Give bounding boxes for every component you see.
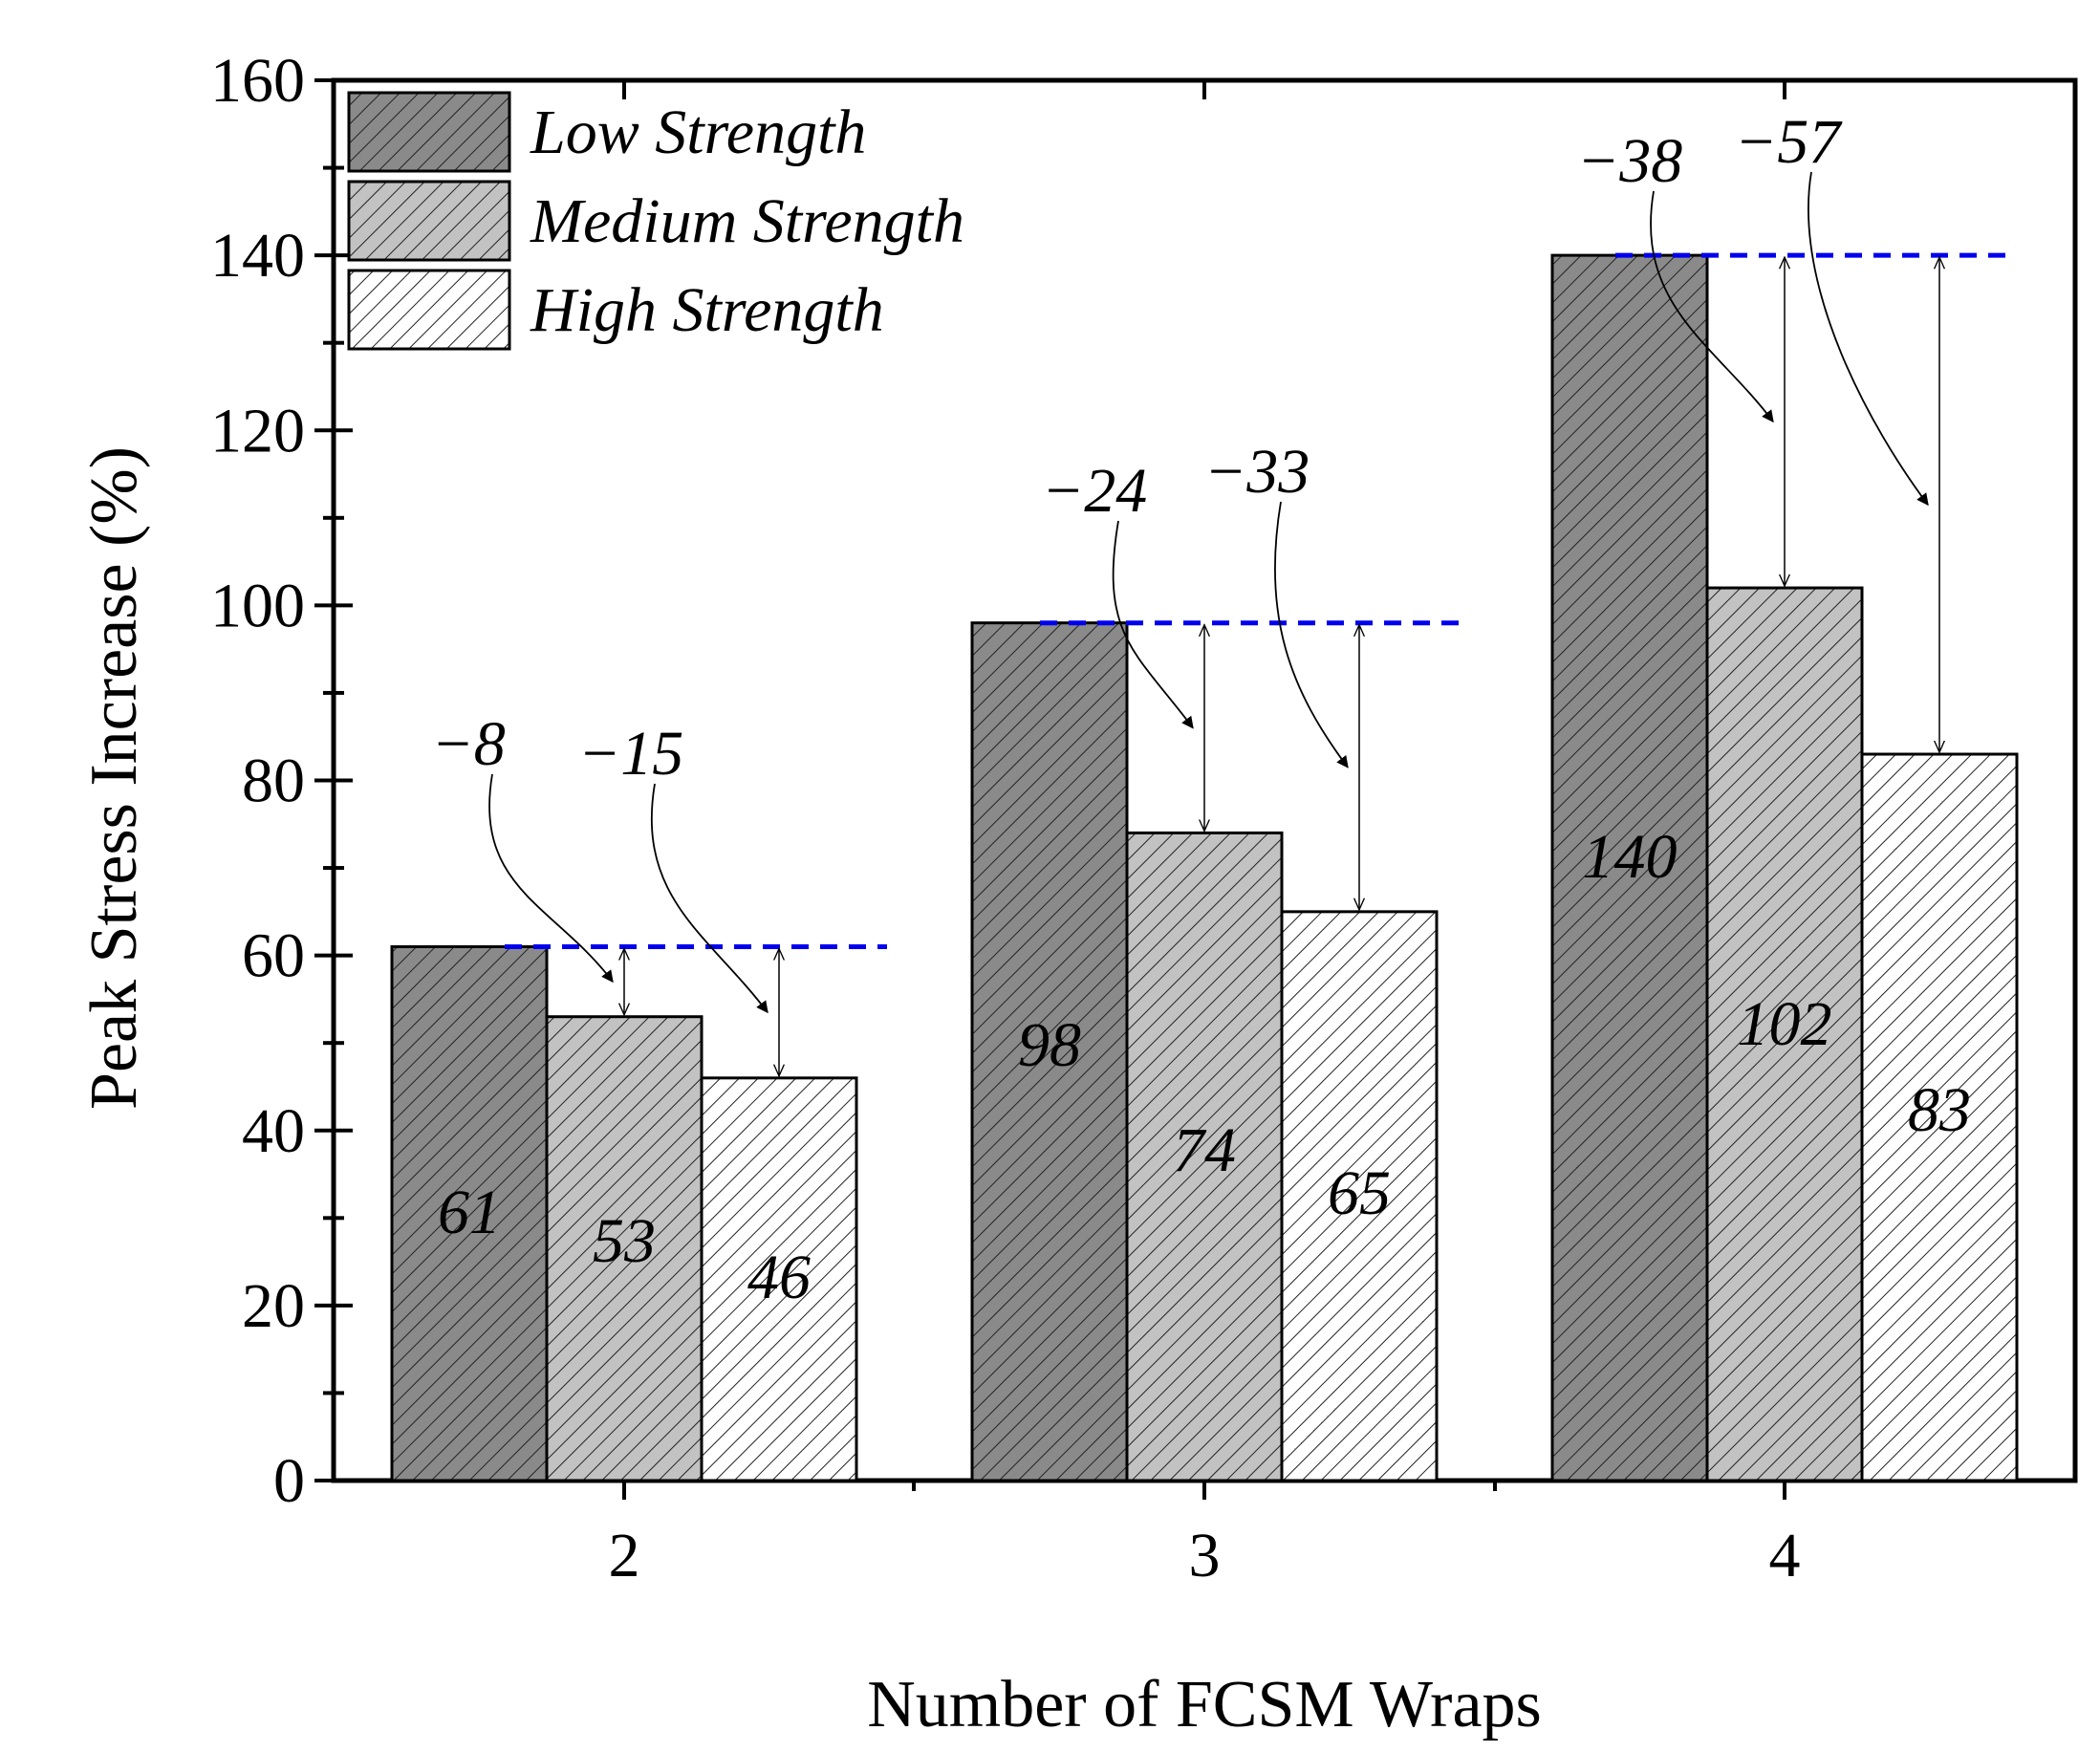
bar-value-label: 98	[1018, 1010, 1081, 1080]
bar-value-label: 46	[747, 1243, 811, 1312]
y-tick-label: 80	[242, 746, 305, 816]
difference-leader-arrow	[1273, 501, 1349, 768]
difference-annotations: −8 −15 −24 −33 −38 −57	[431, 107, 1939, 1076]
bar-value-label: 61	[438, 1178, 501, 1247]
y-tick-label: 60	[242, 921, 305, 991]
legend-label: Low Strength	[530, 97, 866, 167]
y-axis: 0 20 40 60 80 100 120 140 160	[210, 46, 353, 1516]
difference-leader-arrow	[650, 783, 769, 1014]
bar	[1125, 831, 1284, 1482]
reference-lines	[505, 252, 2015, 949]
difference-label: −57	[1735, 107, 1844, 177]
legend-swatch	[347, 269, 511, 351]
bar	[700, 1076, 858, 1482]
difference-label: −24	[1042, 456, 1148, 526]
difference-leader-arrow	[1112, 520, 1194, 729]
bar-value-label: 74	[1173, 1115, 1236, 1185]
legend-swatch	[347, 180, 511, 262]
legend: Low Strength Medium Strength High Strength	[347, 91, 964, 351]
y-tick-label: 160	[210, 46, 305, 116]
y-tick-label: 140	[210, 221, 305, 291]
bar-value-label: 102	[1738, 989, 1832, 1059]
bar	[1550, 253, 1709, 1482]
y-tick-label: 100	[210, 571, 305, 640]
legend-label: High Strength	[530, 275, 884, 345]
difference-label: −38	[1577, 126, 1683, 196]
x-tick-label: 2	[609, 1521, 640, 1590]
y-tick-label: 120	[210, 396, 305, 465]
y-tick-label: 0	[273, 1446, 305, 1516]
bar	[1705, 586, 1864, 1482]
bar-value-label: 140	[1583, 822, 1678, 892]
bar	[970, 621, 1129, 1482]
bar-value-label: 65	[1328, 1158, 1391, 1228]
value-labels: 61 53 46 98 74 65 140 102 83	[438, 822, 1971, 1312]
legend-label: Medium Strength	[530, 186, 964, 256]
y-tick-label: 20	[242, 1271, 305, 1341]
bar	[1280, 910, 1439, 1482]
bar-value-label: 83	[1908, 1075, 1971, 1145]
difference-label: −15	[578, 719, 684, 789]
y-tick-label: 40	[242, 1096, 305, 1166]
bar	[390, 944, 549, 1482]
bar	[545, 1015, 704, 1482]
difference-leader-arrow	[1650, 190, 1774, 423]
legend-swatch	[347, 91, 511, 173]
difference-leader-arrow	[1808, 171, 1929, 507]
x-tick-label: 4	[1769, 1521, 1801, 1590]
x-axis: 2 3 4	[609, 80, 1801, 1590]
difference-label: −33	[1204, 437, 1310, 507]
bar	[1860, 752, 2019, 1482]
difference-label: −8	[431, 709, 506, 779]
bar-value-label: 53	[593, 1206, 656, 1276]
bars	[390, 253, 2019, 1482]
x-axis-title: Number of FCSM Wraps	[867, 1668, 1542, 1741]
x-tick-label: 3	[1189, 1521, 1221, 1590]
y-axis-title: Peak Stress Increase (%)	[77, 446, 151, 1110]
difference-leader-arrow	[488, 773, 614, 984]
